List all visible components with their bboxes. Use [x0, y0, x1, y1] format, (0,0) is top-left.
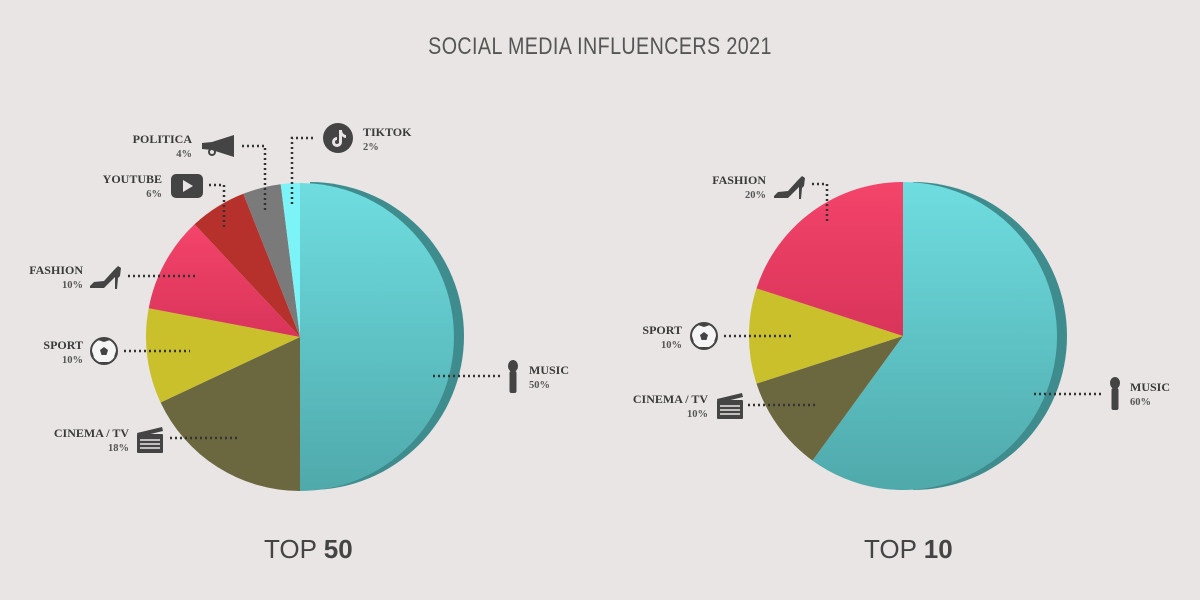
slice-cinema: [756, 336, 903, 461]
pie-top10: [724, 182, 1102, 490]
slice-cinema: [160, 337, 300, 491]
high-heel-icon: [90, 266, 121, 289]
label-fashion: FASHION 20%: [712, 173, 766, 201]
slice-fashion: [148, 224, 300, 337]
label-fashion: FASHION 10%: [29, 263, 83, 291]
label-sport: SPORT 10%: [642, 323, 682, 351]
slice-youtube: [194, 193, 300, 337]
youtube-play-icon: [171, 174, 203, 198]
label-music: MUSIC 50%: [529, 363, 570, 391]
clapperboard-icon: [137, 427, 163, 453]
microphone-icon: [508, 360, 518, 393]
high-heel-icon: [774, 176, 805, 199]
tiktok-icon: [323, 123, 353, 153]
chart-title: SOCIAL MEDIA INFLUENCERS 2021: [428, 33, 772, 60]
label-music: MUSIC 60%: [1130, 380, 1171, 408]
clapperboard-icon: [717, 393, 743, 419]
label-cinema-tv: CINEMA / TV 18%: [53, 426, 129, 454]
slice-tiktok: [280, 182, 300, 337]
label-tiktok: TIKTOK 2%: [363, 125, 412, 153]
slice-music: [300, 183, 454, 491]
chart-label-top50: TOP 50: [264, 534, 353, 564]
microphone-icon: [1110, 377, 1120, 410]
slice-music: [812, 182, 1058, 490]
slice-politica: [243, 184, 300, 337]
label-youtube: YOUTUBE 6%: [102, 172, 162, 200]
label-sport: SPORT 10%: [43, 338, 83, 366]
soccer-ball-icon: [690, 322, 718, 350]
megaphone-icon: [202, 135, 234, 157]
slice-sport: [145, 308, 300, 403]
pie-top50: [124, 136, 500, 491]
slice-fashion: [756, 182, 903, 336]
label-cinema-tv: CINEMA / TV 10%: [632, 392, 708, 420]
soccer-ball-icon: [90, 337, 118, 365]
label-politica: POLITICA 4%: [132, 132, 192, 160]
slice-sport: [748, 288, 903, 384]
chart-label-top10: TOP 10: [864, 534, 953, 564]
